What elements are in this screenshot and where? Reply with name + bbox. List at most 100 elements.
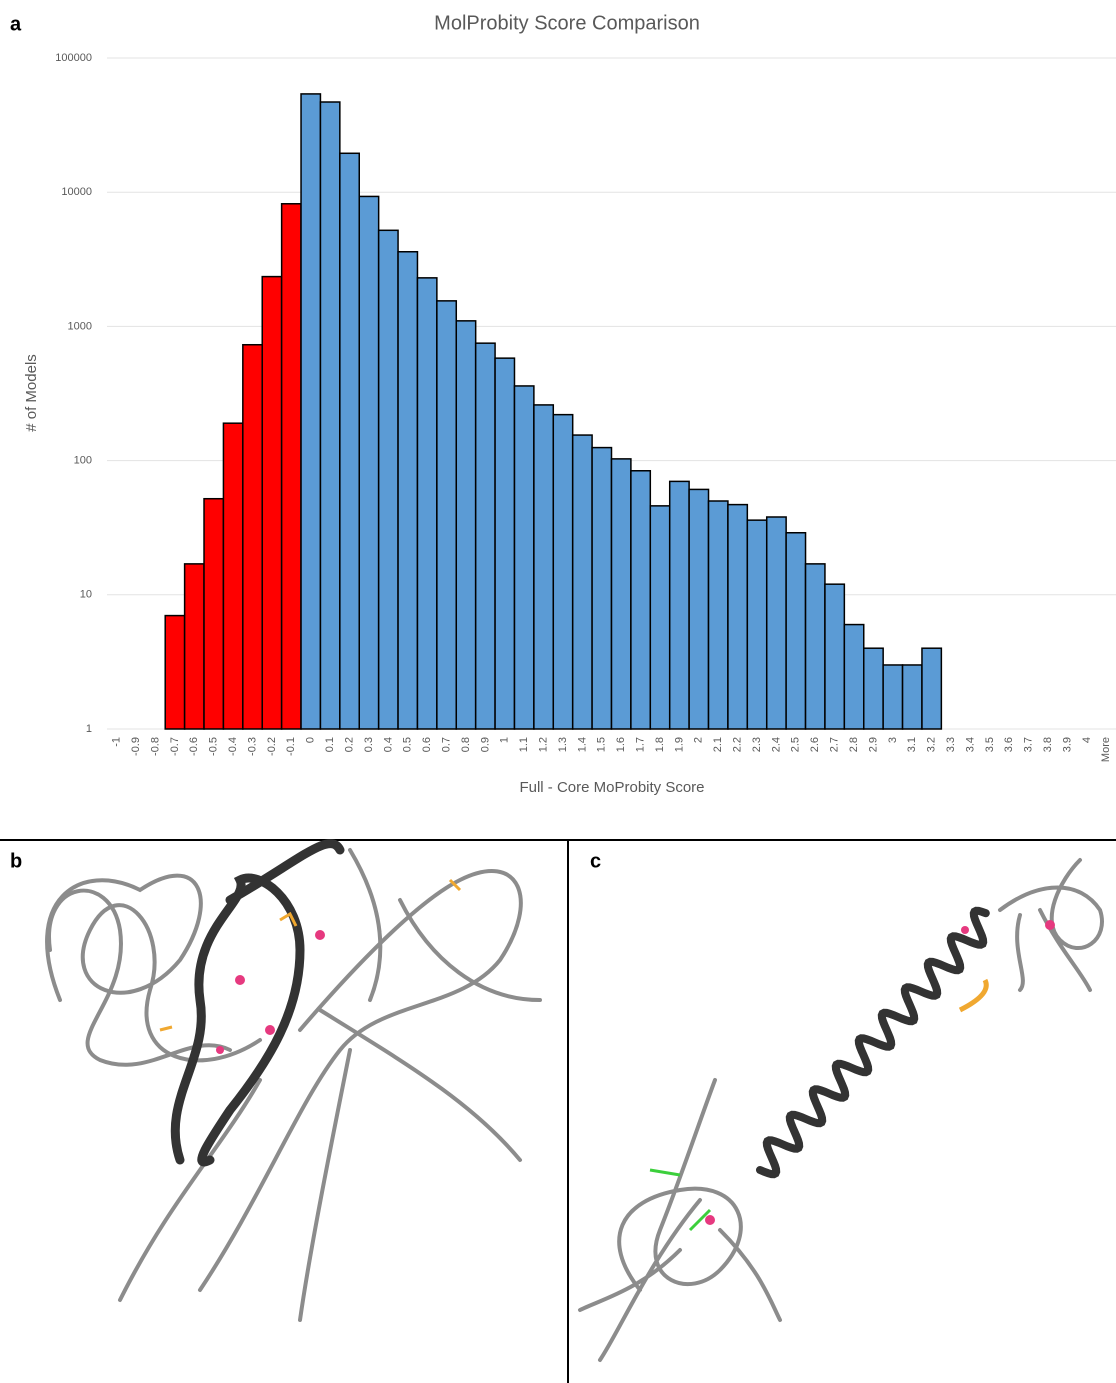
bar [398, 252, 417, 729]
x-tick-label: -0.7 [169, 737, 181, 756]
bar [806, 564, 825, 729]
x-tick-label: 2.2 [732, 737, 744, 752]
y-tick-label: 1 [86, 723, 92, 735]
bar [689, 489, 708, 729]
chart-title: MolProbity Score Comparison [434, 12, 700, 34]
bar [165, 616, 184, 729]
x-tick-label: 1 [499, 737, 511, 743]
x-tick-label: 0.9 [479, 737, 491, 752]
bar [650, 506, 669, 729]
bar [670, 481, 689, 729]
x-tick-label: 3 [887, 737, 899, 743]
bar [922, 648, 941, 729]
bar [709, 501, 728, 729]
bar [243, 345, 262, 729]
bar [534, 405, 553, 729]
bar [282, 204, 301, 729]
bar [883, 665, 902, 729]
x-tick-label: 1.1 [518, 737, 530, 752]
x-tick-label: -0.2 [266, 737, 278, 756]
x-tick-label: 2.6 [809, 737, 821, 752]
bar [417, 278, 436, 729]
bar [320, 102, 339, 729]
y-tick-label: 10000 [61, 186, 92, 198]
x-tick-label: 0.4 [382, 737, 394, 752]
helix [760, 911, 986, 1174]
bar [844, 625, 863, 729]
x-tick-label: More [1100, 737, 1112, 762]
x-axis-label: Full - Core MoProbity Score [519, 779, 704, 796]
x-tick-label: 3.9 [1061, 737, 1073, 752]
page: a b c MolProbity Score Comparison Full -… [0, 0, 1116, 1383]
bar [204, 499, 223, 729]
x-tick-label: 0.1 [324, 737, 336, 752]
x-tick-label: -0.5 [208, 737, 220, 756]
structure-c [580, 860, 1102, 1360]
x-tick-label: 1.9 [673, 737, 685, 752]
y-tick-label: 100 [74, 455, 92, 467]
figure: a b c MolProbity Score Comparison Full -… [0, 0, 1116, 1383]
x-tick-label: 2.9 [867, 737, 879, 752]
bar [223, 423, 242, 729]
bar [825, 584, 844, 729]
x-tick-label: 3.7 [1023, 737, 1035, 752]
x-tick-label: 3.2 [926, 737, 938, 752]
x-tick-label: 0.8 [460, 737, 472, 752]
bar [514, 386, 533, 729]
bar [728, 505, 747, 729]
x-tick-label: 3.4 [964, 737, 976, 752]
x-tick-label: 1.6 [615, 737, 627, 752]
y-axis-label: # of Models [23, 354, 40, 432]
x-tick-label: 4 [1081, 737, 1093, 743]
x-tick-label: 3.3 [945, 737, 957, 752]
bar [612, 459, 631, 729]
x-tick-label: -0.3 [246, 737, 258, 756]
bar [185, 564, 204, 729]
x-tick-label: 2.4 [770, 737, 782, 752]
bar [359, 196, 378, 729]
x-tick-label: 0 [305, 737, 317, 743]
x-tick-label: 3.1 [906, 737, 918, 752]
bar [553, 415, 572, 729]
x-tick-label: 0.3 [363, 737, 375, 752]
x-tick-label: 0.7 [440, 737, 452, 752]
y-tick-label: 100000 [55, 52, 92, 64]
x-tick-label: 1.3 [557, 737, 569, 752]
bar [767, 517, 786, 729]
bar [379, 230, 398, 729]
x-tick-label: 1.2 [537, 737, 549, 752]
x-tick-label: 0.6 [421, 737, 433, 752]
y-tick-label: 10 [80, 589, 92, 601]
bar [437, 301, 456, 729]
x-tick-label: -0.9 [130, 737, 142, 756]
x-tick-label: 2.7 [829, 737, 841, 752]
x-tick-label: 2.8 [848, 737, 860, 752]
bar [262, 277, 281, 729]
x-tick-label: 1.7 [635, 737, 647, 752]
x-tick-label: -0.8 [149, 737, 161, 756]
panel-label: c [590, 850, 601, 872]
x-tick-label: 2.5 [790, 737, 802, 752]
x-tick-label: 2.1 [712, 737, 724, 752]
x-tick-label: 1.4 [576, 737, 588, 752]
bar [573, 435, 592, 729]
panel-label: b [10, 850, 22, 872]
panel-label: a [10, 13, 22, 35]
x-tick-label: 3.5 [984, 737, 996, 752]
bar [786, 533, 805, 729]
bar [340, 153, 359, 729]
x-tick-label: -0.6 [188, 737, 200, 756]
y-tick-label: 1000 [68, 320, 92, 332]
x-tick-label: 2 [693, 737, 705, 743]
bar [301, 94, 320, 729]
x-tick-label: -0.4 [227, 737, 239, 756]
x-tick-label: -0.1 [285, 737, 297, 756]
bar [495, 358, 514, 729]
bar [592, 448, 611, 729]
bar [864, 648, 883, 729]
bar [456, 321, 475, 729]
bar [747, 520, 766, 729]
x-tick-label: 2.3 [751, 737, 763, 752]
bar [631, 471, 650, 729]
x-tick-label: 3.8 [1042, 737, 1054, 752]
